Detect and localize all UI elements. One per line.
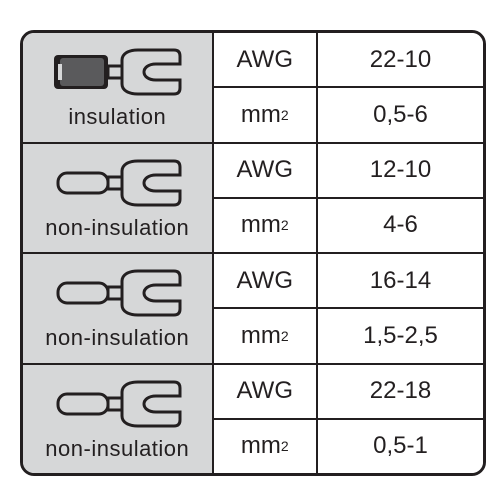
unit-cell: mm2	[214, 88, 318, 141]
insulated-fork-terminal-icon	[52, 44, 182, 100]
data-column: AWG 22-10 mm2 0,5-6	[214, 33, 483, 142]
non-insulated-fork-terminal-icon	[52, 265, 182, 321]
value-cell: 0,5-6	[318, 88, 483, 141]
unit-cell: AWG	[214, 365, 318, 418]
table-row: non-insulation AWG 22-18 mm2 0,5-1	[23, 363, 483, 474]
terminal-spec-table: insulation AWG 22-10 mm2 0,5-6	[20, 30, 486, 476]
unit-cell: mm2	[214, 420, 318, 473]
spec-row: AWG 16-14	[214, 254, 483, 307]
data-column: AWG 22-18 mm2 0,5-1	[214, 365, 483, 474]
table-row: non-insulation AWG 12-10 mm2 4-6	[23, 142, 483, 253]
spec-row: mm2 0,5-6	[214, 86, 483, 141]
value-cell: 4-6	[318, 199, 483, 252]
value-cell: 1,5-2,5	[318, 309, 483, 362]
value-cell: 22-10	[318, 33, 483, 86]
terminal-type-label: non-insulation	[45, 325, 189, 351]
value-cell: 12-10	[318, 144, 483, 197]
table-row: insulation AWG 22-10 mm2 0,5-6	[23, 33, 483, 142]
non-insulated-fork-terminal-icon	[52, 376, 182, 432]
terminal-type-label: non-insulation	[45, 215, 189, 241]
unit-cell: AWG	[214, 33, 318, 86]
data-column: AWG 16-14 mm2 1,5-2,5	[214, 254, 483, 363]
value-cell: 22-18	[318, 365, 483, 418]
spec-row: mm2 4-6	[214, 197, 483, 252]
spec-row: AWG 22-10	[214, 33, 483, 86]
table-row: non-insulation AWG 16-14 mm2 1,5-2,5	[23, 252, 483, 363]
spec-row: mm2 0,5-1	[214, 418, 483, 473]
terminal-type-cell: insulation	[23, 33, 214, 142]
spec-row: mm2 1,5-2,5	[214, 307, 483, 362]
data-column: AWG 12-10 mm2 4-6	[214, 144, 483, 253]
unit-cell: mm2	[214, 199, 318, 252]
value-cell: 0,5-1	[318, 420, 483, 473]
terminal-type-label: insulation	[68, 104, 166, 130]
value-cell: 16-14	[318, 254, 483, 307]
terminal-type-cell: non-insulation	[23, 254, 214, 363]
terminal-type-label: non-insulation	[45, 436, 189, 462]
unit-cell: mm2	[214, 309, 318, 362]
unit-cell: AWG	[214, 144, 318, 197]
terminal-type-cell: non-insulation	[23, 144, 214, 253]
unit-cell: AWG	[214, 254, 318, 307]
spec-row: AWG 12-10	[214, 144, 483, 197]
spec-row: AWG 22-18	[214, 365, 483, 418]
non-insulated-fork-terminal-icon	[52, 155, 182, 211]
terminal-type-cell: non-insulation	[23, 365, 214, 474]
